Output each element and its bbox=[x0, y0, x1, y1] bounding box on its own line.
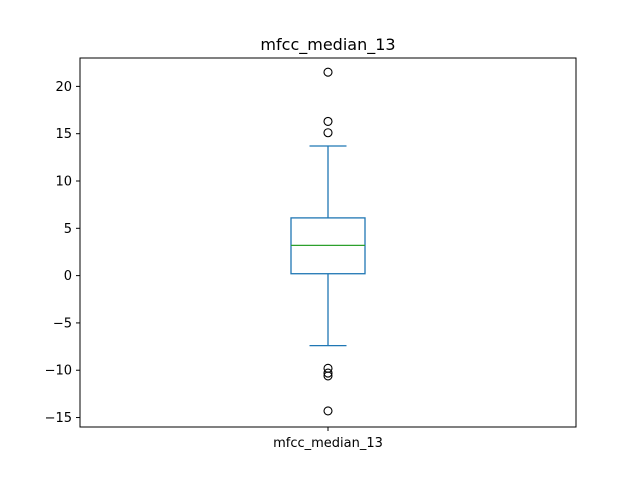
y-axis: −15 −10 −5 0 5 10 15 20 bbox=[45, 80, 80, 426]
x-axis: mfcc_median_13 bbox=[273, 427, 383, 451]
outlier-point bbox=[323, 371, 333, 381]
y-tick-label: 10 bbox=[55, 175, 72, 190]
y-tick-label: 0 bbox=[64, 269, 72, 284]
chart-title: mfcc_median_13 bbox=[260, 35, 395, 55]
y-tick-label: 15 bbox=[55, 127, 72, 142]
y-tick-label: 5 bbox=[64, 222, 72, 237]
y-tick-label: 20 bbox=[55, 80, 72, 95]
outlier-point bbox=[323, 406, 333, 416]
box-series bbox=[290, 67, 366, 416]
outlier-point bbox=[323, 363, 333, 373]
x-tick-label: mfcc_median_13 bbox=[273, 436, 383, 451]
y-tick-label: −5 bbox=[53, 316, 72, 331]
outlier-point bbox=[323, 128, 333, 138]
outlier-point bbox=[323, 368, 333, 378]
y-tick-label: −10 bbox=[45, 364, 72, 379]
y-tick-label: −15 bbox=[45, 411, 72, 426]
outlier-point bbox=[323, 116, 333, 126]
outlier-point bbox=[323, 67, 333, 77]
